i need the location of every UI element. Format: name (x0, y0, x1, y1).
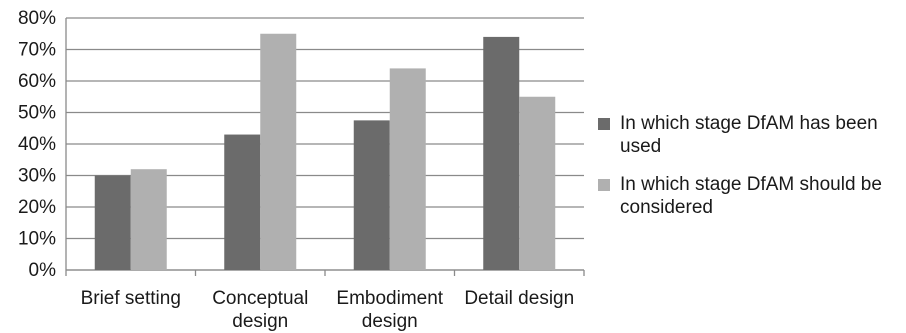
x-tick-label: Brief setting (81, 288, 181, 309)
legend-item-used: In which stage DfAM has been used (598, 112, 903, 158)
y-tick-label: 60% (18, 71, 56, 92)
legend-label-used: In which stage DfAM has been used (620, 113, 878, 157)
x-tick-label: Embodiment (336, 288, 443, 309)
y-tick-label: 50% (18, 103, 56, 124)
legend-swatch-considered (598, 179, 610, 191)
bar-series1 (94, 175, 131, 270)
bar-series2 (519, 96, 556, 270)
legend-swatch-used (598, 118, 610, 130)
y-tick-label: 20% (18, 197, 56, 218)
y-tick-label: 0% (29, 260, 57, 281)
y-tick-label: 30% (18, 166, 56, 187)
bar-series1 (353, 120, 390, 270)
bar-series2 (260, 33, 297, 270)
x-tick-label: Conceptual (212, 288, 308, 309)
chart-legend: In which stage DfAM has been used In whi… (598, 112, 903, 234)
legend-item-considered: In which stage DfAM should be considered (598, 173, 903, 219)
x-tick-label: design (362, 311, 418, 332)
x-tick-label: design (232, 311, 288, 332)
legend-label-considered: In which stage DfAM should be considered (620, 174, 882, 218)
bar-series1 (224, 134, 261, 270)
y-tick-label: 70% (18, 40, 56, 61)
bar-series2 (130, 169, 167, 270)
y-tick-label: 80% (18, 8, 56, 29)
y-tick-label: 40% (18, 134, 56, 155)
bar-series2 (389, 68, 426, 271)
bar-series1 (483, 36, 520, 271)
y-tick-label: 10% (18, 229, 56, 250)
x-tick-label: Detail design (464, 288, 574, 309)
